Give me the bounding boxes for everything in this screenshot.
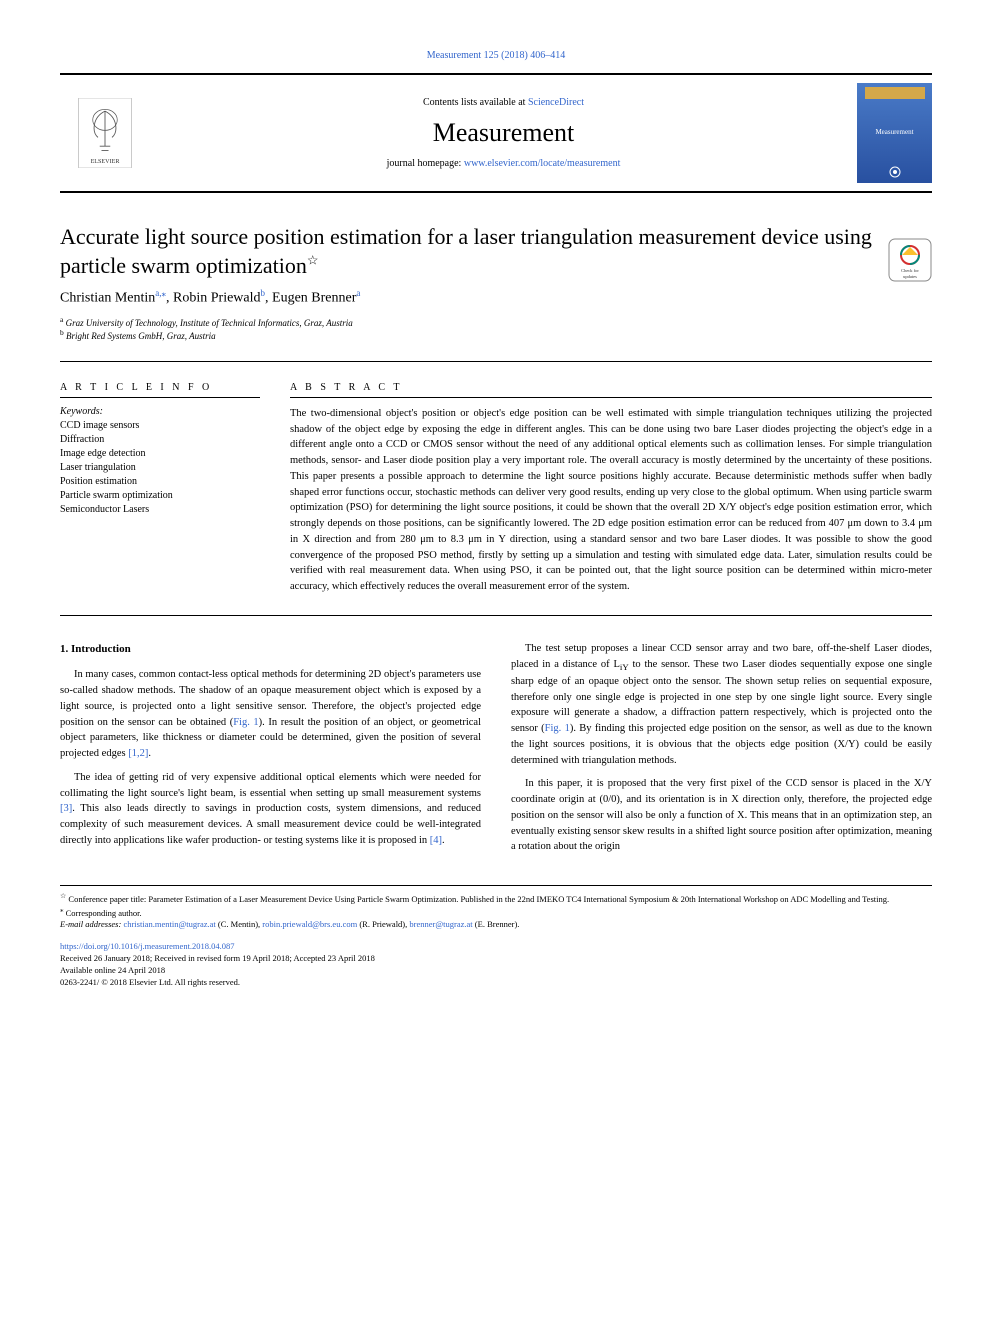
p2a: The idea of getting rid of very expensiv… — [60, 772, 481, 799]
title-text: Accurate light source position estimatio… — [60, 224, 872, 278]
affiliations: a Graz University of Technology, Institu… — [60, 315, 932, 341]
svg-text:updates: updates — [903, 274, 917, 279]
p1c: . — [148, 748, 151, 759]
corresponding-note: ⁎ Corresponding author. — [60, 906, 932, 920]
keywords-list: CCD image sensors Diffraction Image edge… — [60, 419, 260, 517]
email-1-who: (C. Mentin), — [216, 919, 263, 929]
email-1[interactable]: christian.mentin@tugraz.at — [123, 919, 215, 929]
contents-pre: Contents lists available at — [423, 97, 528, 108]
thumb-bottom-icon — [865, 165, 925, 179]
copyright-line: 0263-2241/ © 2018 Elsevier Ltd. All righ… — [60, 977, 932, 989]
thumb-title: Measurement — [875, 128, 913, 136]
keyword-item: Diffraction — [60, 433, 260, 447]
homepage-link[interactable]: www.elsevier.com/locate/measurement — [464, 158, 621, 169]
elsevier-tree-icon: ELSEVIER — [75, 98, 135, 168]
received-line: Received 26 January 2018; Received in re… — [60, 953, 932, 965]
body-section: 1. Introduction In many cases, common co… — [60, 641, 932, 860]
p3sub: iY — [620, 662, 629, 672]
aff-a-text: Graz University of Technology, Institute… — [63, 318, 352, 328]
author-1: Christian Mentin — [60, 291, 155, 306]
keyword-item: Position estimation — [60, 475, 260, 489]
svg-text:ELSEVIER: ELSEVIER — [91, 159, 121, 165]
author-3: , Eugen Brenner — [265, 291, 356, 306]
email-2-who: (R. Priewald), — [357, 919, 409, 929]
sciencedirect-link[interactable]: ScienceDirect — [528, 97, 584, 108]
email-3-who: (E. Brenner). — [473, 919, 520, 929]
keyword-item: Particle swarm optimization — [60, 489, 260, 503]
divider — [60, 361, 932, 362]
author-3-affil: a — [356, 288, 360, 298]
abstract-label: A B S T R A C T — [290, 382, 932, 398]
check-updates-badge[interactable]: Check for updates — [888, 238, 932, 282]
email-label: E-mail addresses: — [60, 919, 123, 929]
journal-header: ELSEVIER Contents lists available at Sci… — [60, 73, 932, 193]
homepage-line: journal homepage: www.elsevier.com/locat… — [170, 158, 837, 169]
body-two-column: 1. Introduction In many cases, common co… — [60, 641, 932, 860]
body-p1: In many cases, common contact-less optic… — [60, 667, 481, 762]
section-1-heading: 1. Introduction — [60, 641, 481, 658]
info-abstract-row: A R T I C L E I N F O Keywords: CCD imag… — [60, 382, 932, 616]
title-footnote-marker: ☆ — [307, 252, 319, 267]
ref12-link[interactable]: [1,2] — [128, 748, 148, 759]
fig1-link-2[interactable]: Fig. 1 — [545, 723, 570, 734]
body-p2: The idea of getting rid of very expensiv… — [60, 770, 481, 849]
thumb-top-icon — [865, 87, 925, 99]
article-title: Accurate light source position estimatio… — [60, 223, 932, 280]
email-3[interactable]: brenner@tugraz.at — [409, 919, 472, 929]
article-info-label: A R T I C L E I N F O — [60, 382, 260, 398]
affiliation-a: a Graz University of Technology, Institu… — [60, 315, 932, 328]
article-info-col: A R T I C L E I N F O Keywords: CCD imag… — [60, 382, 260, 595]
p2b: . This also leads directly to savings in… — [60, 803, 481, 846]
elsevier-logo: ELSEVIER — [60, 83, 150, 183]
authors-line: Christian Mentina,⁎, Robin Priewaldb, Eu… — [60, 288, 932, 307]
ref3-link[interactable]: [3] — [60, 803, 72, 814]
header-center: Contents lists available at ScienceDirec… — [150, 97, 857, 169]
doi-link[interactable]: https://doi.org/10.1016/j.measurement.20… — [60, 941, 235, 951]
keyword-item: Image edge detection — [60, 447, 260, 461]
emails-line: E-mail addresses: christian.mentin@tugra… — [60, 919, 932, 931]
homepage-pre: journal homepage: — [387, 158, 464, 169]
conference-note: ☆ Conference paper title: Parameter Esti… — [60, 892, 932, 906]
check-updates-icon: Check for updates — [888, 238, 932, 282]
footer-notes: ☆ Conference paper title: Parameter Esti… — [60, 885, 932, 989]
contents-available-line: Contents lists available at ScienceDirec… — [170, 97, 837, 108]
aff-b-text: Bright Red Systems GmbH, Graz, Austria — [64, 331, 216, 341]
email-2[interactable]: robin.priewald@brs.eu.com — [262, 919, 357, 929]
abstract-text: The two-dimensional object's position or… — [290, 406, 932, 595]
ref4-link[interactable]: [4] — [430, 835, 442, 846]
journal-name: Measurement — [170, 118, 837, 148]
p2c: . — [442, 835, 445, 846]
author-1-affil: a,⁎ — [155, 288, 166, 298]
body-p4: In this paper, it is proposed that the v… — [511, 776, 932, 855]
journal-cover-thumb: Measurement — [857, 83, 932, 183]
svg-text:Check for: Check for — [901, 268, 919, 273]
page-root: Measurement 125 (2018) 406–414 ELSEVIER … — [0, 0, 992, 1029]
keywords-label: Keywords: — [60, 406, 260, 417]
header-citation: Measurement 125 (2018) 406–414 — [60, 50, 932, 61]
affiliation-b: b Bright Red Systems GmbH, Graz, Austria — [60, 328, 932, 341]
doi-line: https://doi.org/10.1016/j.measurement.20… — [60, 941, 932, 953]
keyword-item: CCD image sensors — [60, 419, 260, 433]
body-p3: The test setup proposes a linear CCD sen… — [511, 641, 932, 768]
corr-text: Corresponding author. — [64, 907, 142, 917]
conf-text: Conference paper title: Parameter Estima… — [66, 894, 889, 904]
fig1-link[interactable]: Fig. 1 — [233, 717, 258, 728]
author-2: , Robin Priewald — [166, 291, 261, 306]
available-line: Available online 24 April 2018 — [60, 965, 932, 977]
keyword-item: Laser triangulation — [60, 461, 260, 475]
abstract-col: A B S T R A C T The two-dimensional obje… — [290, 382, 932, 595]
p3c: ). By finding this projected edge positi… — [511, 723, 932, 766]
keyword-item: Semiconductor Lasers — [60, 503, 260, 517]
